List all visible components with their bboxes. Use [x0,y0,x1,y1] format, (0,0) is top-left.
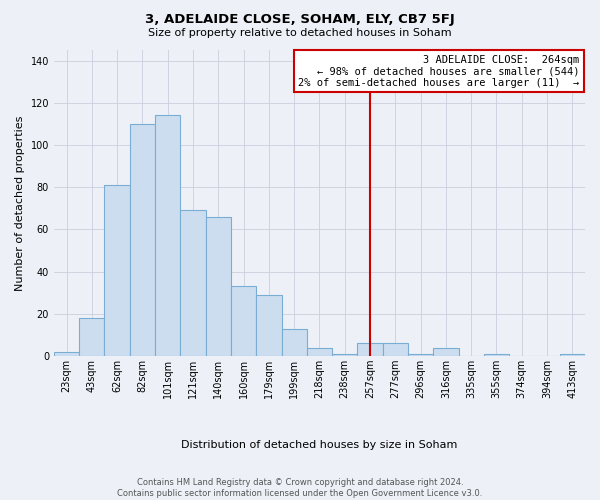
Bar [181,210,206,356]
Bar [54,352,79,356]
Bar [433,348,458,356]
Bar [484,354,509,356]
Bar [383,344,408,356]
Bar [358,344,383,356]
Text: 3 ADELAIDE CLOSE:  264sqm
← 98% of detached houses are smaller (544)
2% of semi-: 3 ADELAIDE CLOSE: 264sqm ← 98% of detach… [298,54,580,88]
Bar [408,354,433,356]
Text: Size of property relative to detached houses in Soham: Size of property relative to detached ho… [148,28,452,38]
Text: Contains HM Land Registry data © Crown copyright and database right 2024.
Contai: Contains HM Land Registry data © Crown c… [118,478,482,498]
Y-axis label: Number of detached properties: Number of detached properties [15,116,25,290]
Bar [332,354,358,356]
Bar [560,354,585,356]
Bar [231,286,256,356]
Bar [206,216,231,356]
X-axis label: Distribution of detached houses by size in Soham: Distribution of detached houses by size … [181,440,458,450]
Bar [130,124,155,356]
Bar [155,116,181,356]
Bar [104,185,130,356]
Bar [79,318,104,356]
Bar [307,348,332,356]
Text: 3, ADELAIDE CLOSE, SOHAM, ELY, CB7 5FJ: 3, ADELAIDE CLOSE, SOHAM, ELY, CB7 5FJ [145,12,455,26]
Bar [256,295,281,356]
Bar [281,328,307,356]
